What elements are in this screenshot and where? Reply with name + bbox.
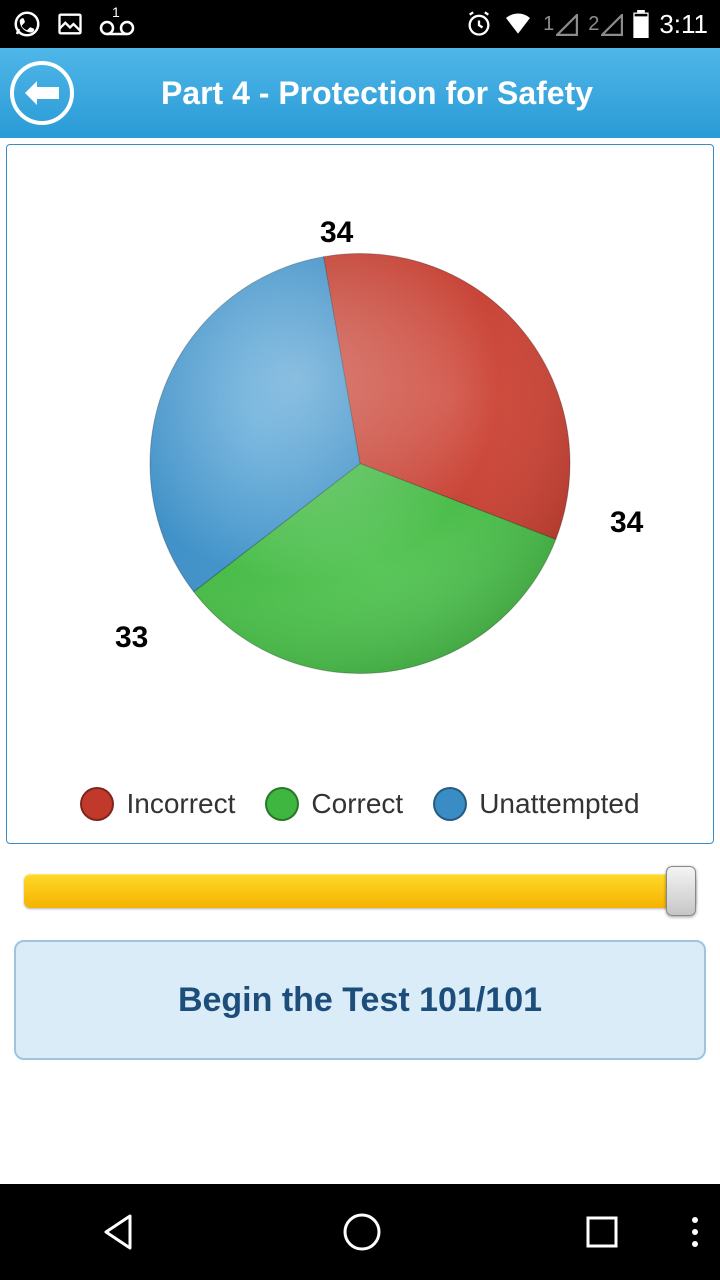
progress-slider[interactable]: [24, 866, 696, 916]
sim1-signal-icon: 1: [543, 13, 578, 36]
android-nav-bar: [0, 1184, 720, 1280]
nav-recent-icon[interactable]: [584, 1214, 620, 1250]
results-chart-card: 34 34 33 Incorrect Correct Unattempted: [6, 144, 714, 844]
sim2-signal-icon: 2: [588, 13, 623, 36]
whatsapp-icon: [12, 9, 42, 39]
android-status-bar: 1 1 2 3:11: [0, 0, 720, 48]
clock-text: 3:11: [659, 9, 708, 40]
image-icon: [56, 10, 84, 38]
pie-value-incorrect: 34: [320, 216, 353, 250]
voicemail-icon: 1: [98, 10, 136, 38]
alarm-icon: [465, 10, 493, 38]
app-header: Part 4 - Protection for Safety: [0, 48, 720, 138]
legend-dot: [265, 787, 299, 821]
battery-icon: [633, 10, 649, 38]
legend-dot: [433, 787, 467, 821]
nav-back-icon[interactable]: [100, 1212, 140, 1252]
legend-dot: [80, 787, 114, 821]
chart-legend: Incorrect Correct Unattempted: [7, 787, 713, 821]
wifi-icon: [503, 12, 533, 36]
legend-label: Unattempted: [479, 788, 639, 820]
slider-thumb[interactable]: [666, 866, 696, 916]
legend-item-correct: Correct: [265, 787, 403, 821]
page-title: Part 4 - Protection for Safety: [94, 75, 710, 112]
begin-test-label: Begin the Test 101/101: [178, 981, 542, 1020]
legend-item-unattempted: Unattempted: [433, 787, 639, 821]
legend-item-incorrect: Incorrect: [80, 787, 235, 821]
legend-label: Incorrect: [126, 788, 235, 820]
slider-track: [24, 874, 696, 908]
back-button[interactable]: [10, 61, 74, 125]
pie-value-correct: 34: [610, 506, 643, 540]
nav-home-icon[interactable]: [341, 1211, 383, 1253]
nav-menu-icon[interactable]: [690, 1214, 700, 1250]
pie-chart: [140, 244, 580, 689]
legend-label: Correct: [311, 788, 403, 820]
pie-value-unattempted: 33: [115, 621, 148, 655]
begin-test-button[interactable]: Begin the Test 101/101: [14, 940, 706, 1060]
arrow-left-icon: [23, 79, 61, 107]
